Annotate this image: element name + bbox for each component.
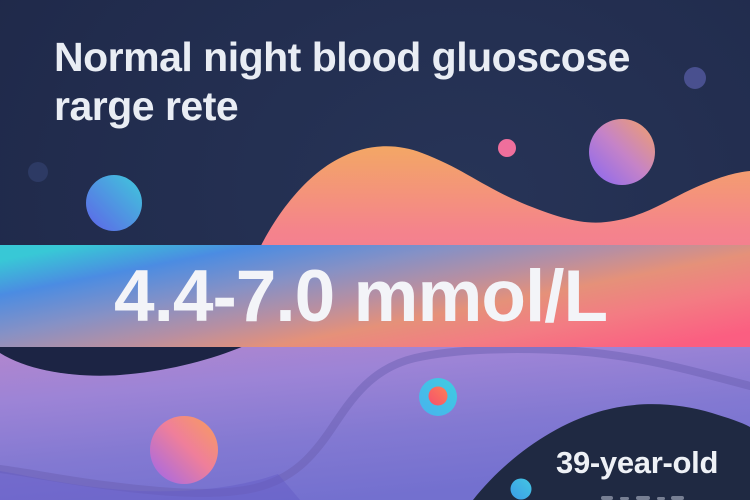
glucose-range-value: 4.4-7.0 mmol/L — [114, 255, 608, 337]
title-line-1: Normal night blood gluoscose — [54, 34, 630, 80]
decor-circle-violet-orange-2 — [150, 416, 218, 484]
decor-circle-blue — [86, 175, 142, 231]
decor-dot-navy — [28, 162, 48, 182]
dark-wave-bottom-right — [473, 404, 750, 500]
card-title: Normal night blood gluoscose rarge rete — [54, 33, 630, 131]
title-line-2: rarge rete — [54, 83, 239, 129]
purple-squiggle — [0, 345, 750, 497]
decor-dot-indigo — [684, 67, 706, 89]
clipped-text-fragment — [601, 496, 684, 500]
decor-circle-blue-clipped — [510, 478, 532, 500]
value-banner-band — [0, 245, 750, 347]
decor-dot-pink — [498, 139, 516, 157]
decor-donut-core — [428, 386, 448, 406]
age-label: 39-year-old — [556, 445, 719, 480]
bottom-left-wave — [0, 471, 300, 500]
decor-circle-violet-orange — [589, 119, 655, 185]
orange-wave-blob — [258, 146, 750, 260]
navy-bulge — [0, 346, 244, 376]
